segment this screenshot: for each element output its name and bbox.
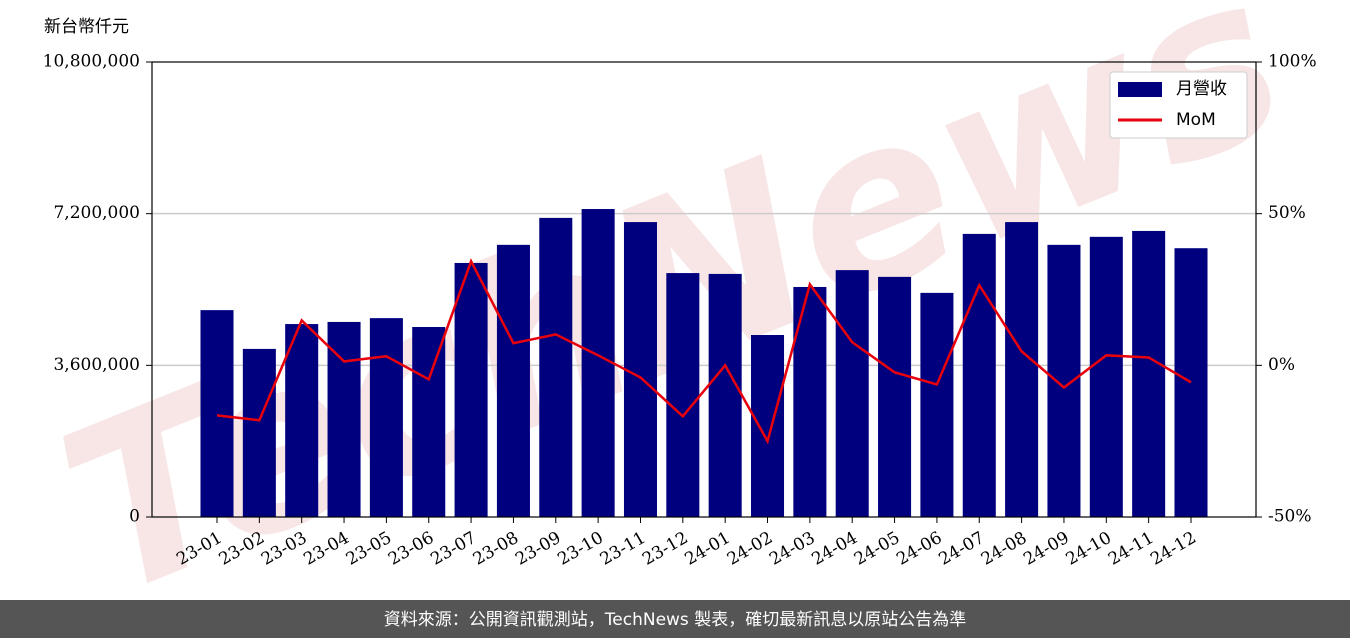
legend-label: MoM: [1176, 110, 1216, 130]
y-tick-label: 10,800,000: [43, 52, 140, 72]
x-tick-label: 24-02: [724, 528, 776, 570]
bar: [751, 335, 785, 517]
legend-swatch: [1118, 82, 1162, 97]
bar: [454, 262, 488, 517]
bar: [1132, 230, 1166, 517]
bar: [1089, 236, 1123, 518]
bar: [496, 244, 530, 517]
x-tick-label: 23-12: [639, 528, 691, 570]
x-tick-label: 24-08: [978, 528, 1030, 570]
x-tick-label: 23-09: [512, 528, 564, 570]
bar: [1047, 244, 1081, 517]
bar: [327, 321, 361, 517]
x-tick-label: 24-05: [851, 528, 903, 570]
x-tick-label: 24-04: [809, 528, 861, 570]
bar: [878, 276, 912, 517]
x-tick-label: 24-12: [1147, 528, 1199, 570]
footer-text: 資料來源：公開資訊觀測站，TechNews 製表，確切最新訊息以原站公告為準: [384, 610, 966, 630]
x-tick-label: 24-07: [936, 528, 988, 570]
bar: [666, 273, 700, 517]
x-tick-label: 24-01: [681, 528, 733, 570]
x-tick-label: 23-07: [427, 528, 479, 570]
legend-label: 月營收: [1176, 79, 1227, 99]
bar: [962, 233, 996, 517]
bar: [581, 209, 615, 517]
bar: [285, 324, 319, 517]
y2-tick-label: 0%: [1268, 355, 1295, 375]
bar: [412, 326, 446, 517]
x-tick-label: 24-09: [1020, 528, 1072, 570]
y-tick-label: 0: [129, 507, 140, 527]
bar: [1174, 248, 1208, 518]
plot-frame: [151, 61, 1257, 518]
bar: [200, 310, 234, 517]
bar: [539, 217, 573, 517]
y2-tick-label: -50%: [1268, 507, 1312, 527]
x-tick-label: 23-10: [554, 528, 606, 570]
x-tick-label: 24-06: [893, 528, 945, 570]
y2-tick-label: 100%: [1268, 52, 1317, 72]
bar: [835, 270, 869, 517]
bar: [369, 318, 403, 517]
bar: [242, 348, 276, 517]
y-tick-label: 7,200,000: [53, 203, 140, 223]
bar: [793, 286, 827, 517]
footer-bar: [0, 600, 1350, 638]
y2-tick-label: 50%: [1268, 203, 1306, 223]
x-tick-label: 23-08: [470, 528, 522, 570]
x-tick-label: 24-10: [1063, 528, 1115, 570]
x-tick-label: 24-11: [1105, 528, 1157, 570]
y-axis-label: 新台幣仟元: [44, 17, 129, 37]
bar: [1005, 222, 1039, 517]
line: [216, 258, 1192, 445]
x-tick-label: 23-11: [597, 528, 649, 570]
x-tick-label: 24-03: [766, 528, 818, 570]
y-tick-label: 3,600,000: [53, 355, 140, 375]
bar: [623, 222, 657, 517]
bar: [708, 273, 742, 517]
bar: [920, 292, 954, 517]
